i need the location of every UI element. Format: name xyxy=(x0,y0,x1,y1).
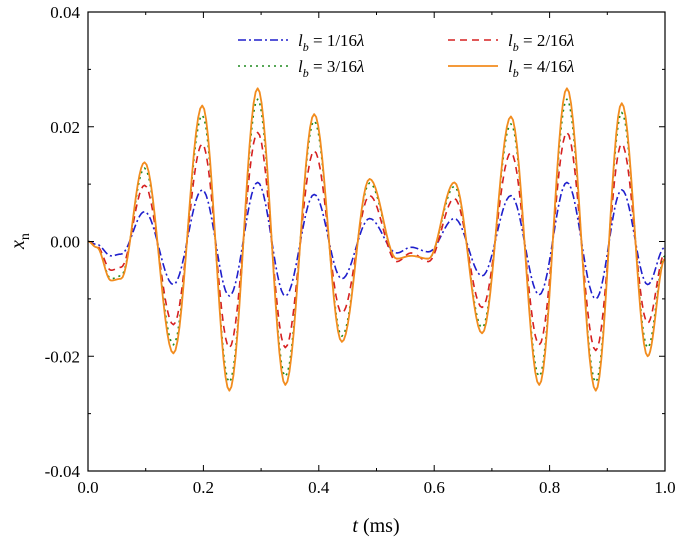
x-tick-label: 0.0 xyxy=(77,478,98,497)
x-tick-label: 0.6 xyxy=(424,478,445,497)
legend: lb = 1/16λ lb = 2/16λ lb = 3/16λ lb = 4/16λ xyxy=(238,31,574,80)
legend-label-2: lb = 2/16λ xyxy=(508,31,574,54)
y-tick-label: 0.02 xyxy=(50,118,80,137)
x-tick-label: 1.0 xyxy=(654,478,675,497)
legend-label-4: lb = 4/16λ xyxy=(508,57,574,80)
y-tick-label: -0.04 xyxy=(45,462,81,481)
legend-label-1: lb = 1/16λ xyxy=(298,31,364,54)
series-line-1 xyxy=(87,181,666,300)
series-line-4 xyxy=(87,87,666,392)
x-tick-label: 0.4 xyxy=(308,478,330,497)
x-axis-label: t (ms) xyxy=(352,515,399,537)
y-tick-label: 0.04 xyxy=(50,3,80,22)
y-tick-label: -0.02 xyxy=(45,347,80,366)
x-tick-label: 0.8 xyxy=(539,478,560,497)
legend-label-3: lb = 3/16λ xyxy=(298,57,364,80)
curves-layer xyxy=(87,87,666,392)
series-line-3 xyxy=(87,98,666,383)
ticks-layer: 0.0 0.2 0.4 0.6 0.8 1.0 -0.04 -0.02 0.00 0.02 0.04 xyxy=(45,3,676,497)
series-line-2 xyxy=(87,131,666,352)
y-tick-label: 0.00 xyxy=(50,233,80,252)
plot-frame xyxy=(87,11,666,472)
y-axis-label: xn xyxy=(7,233,33,250)
x-tick-label: 0.2 xyxy=(193,478,214,497)
